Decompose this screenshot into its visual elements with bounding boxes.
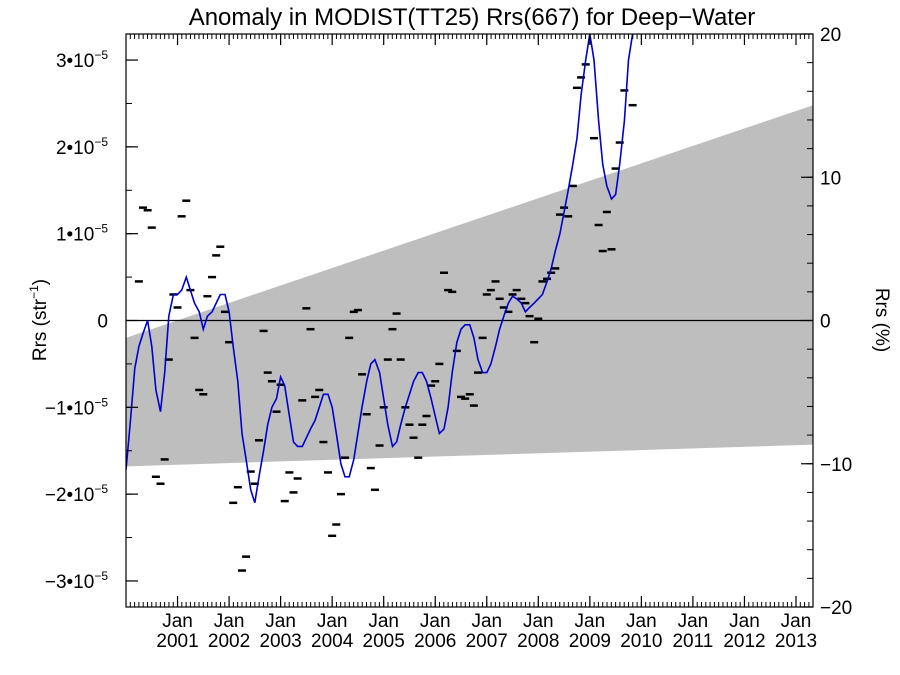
y-left-tick-label: 2•10−5 [56, 135, 108, 159]
x-tick-month-label: Jan [678, 611, 709, 632]
x-tick-year-label: 2001 [156, 631, 198, 652]
x-tick-month-label: Jan [729, 611, 760, 632]
smoothed-series-line [126, 34, 634, 504]
y-axis-left-title-sup: −1 [27, 285, 41, 299]
x-tick-month-label: Jan [523, 611, 554, 632]
y-left-tick-label: −1•10−5 [45, 395, 108, 419]
x-tick-year-label: 2010 [620, 631, 662, 652]
y-left-tick-label: −3•10−5 [45, 569, 108, 593]
y-axis-left-title: Rrs (str−1) [27, 279, 51, 361]
x-tick-month-label: Jan [368, 611, 399, 632]
y-left-tick-label: 1•10−5 [56, 222, 108, 246]
x-tick-month-label: Jan [420, 611, 451, 632]
x-tick-year-label: 2008 [517, 631, 559, 652]
y-left-tick-label: 0 [97, 312, 108, 333]
x-tick-year-label: 2005 [363, 631, 405, 652]
y-right-tick-label: −10 [820, 455, 852, 476]
x-tick-month-label: Jan [317, 611, 348, 632]
x-tick-year-label: 2004 [311, 631, 354, 652]
x-tick-month-label: Jan [781, 611, 812, 632]
y-axis-left-title-main: Rrs (str [30, 298, 51, 361]
x-tick-month-label: Jan [162, 611, 193, 632]
plot-area: Jan2001Jan2002Jan2003Jan2004Jan2005Jan20… [45, 25, 852, 652]
y-right-tick-label: −20 [820, 598, 852, 619]
x-tick-month-label: Jan [214, 611, 245, 632]
x-tick-year-label: 2013 [775, 631, 817, 652]
monthly-markers [134, 63, 637, 572]
x-tick-month-label: Jan [575, 611, 606, 632]
chart-title: Anomaly in MODIST(TT25) Rrs(667) for Dee… [189, 4, 756, 31]
y-left-tick-label: −2•10−5 [45, 482, 108, 506]
x-tick-year-label: 2011 [672, 631, 713, 652]
y-axis-left-title-close: ) [30, 279, 51, 285]
x-tick-month-label: Jan [471, 611, 502, 632]
x-tick-year-label: 2002 [208, 631, 250, 652]
x-tick-year-label: 2007 [466, 631, 508, 652]
y-axis-right-title: Rrs (%) [871, 288, 892, 352]
x-tick-year-label: 2009 [569, 631, 611, 652]
x-tick-year-label: 2012 [723, 631, 765, 652]
x-tick-year-label: 2003 [259, 631, 301, 652]
x-tick-year-label: 2006 [414, 631, 456, 652]
y-right-tick-label: 0 [820, 312, 831, 333]
x-tick-month-label: Jan [626, 611, 657, 632]
y-left-tick-label: 3•10−5 [56, 48, 108, 72]
y-right-tick-label: 10 [820, 168, 841, 189]
uncertainty-band [126, 105, 813, 467]
x-tick-month-label: Jan [265, 611, 296, 632]
y-right-tick-label: 20 [820, 25, 841, 46]
